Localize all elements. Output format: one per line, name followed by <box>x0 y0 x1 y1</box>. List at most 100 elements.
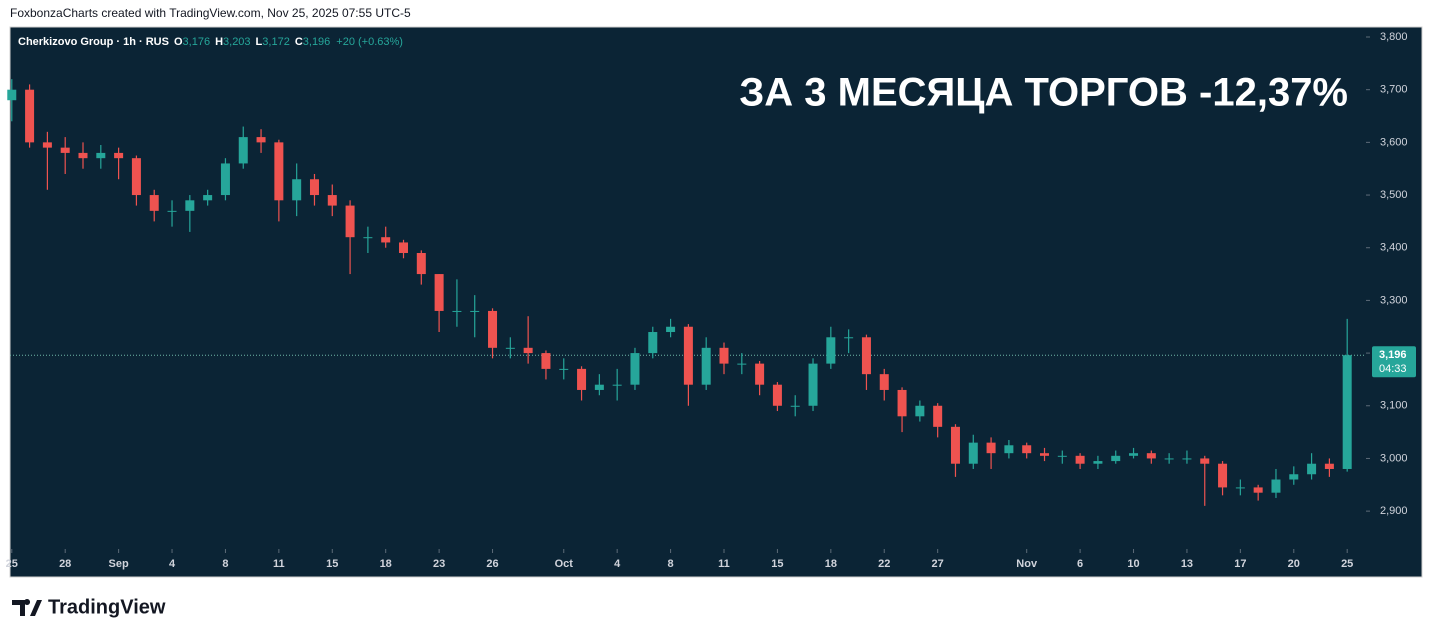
y-tick-label: 3,700 <box>1380 84 1408 96</box>
candle-body <box>25 89 35 143</box>
candle-body <box>968 442 978 464</box>
candle-body <box>666 326 676 333</box>
candle-body <box>131 158 141 196</box>
candle-body <box>434 274 444 311</box>
x-tick-label: Oct <box>555 558 574 570</box>
candle-body <box>933 405 943 427</box>
candle-body <box>203 195 213 201</box>
candle-body <box>1200 458 1210 464</box>
x-tick-label: 17 <box>1234 558 1246 570</box>
candle-body <box>683 326 693 385</box>
x-tick-label: 22 <box>878 558 890 570</box>
candle-body <box>737 363 747 365</box>
candle-body <box>1146 453 1156 459</box>
plot <box>7 79 1365 506</box>
legend-change: +20 (+0.63%) <box>336 36 403 48</box>
candle-body <box>861 337 871 375</box>
candle-body <box>399 242 409 253</box>
x-tick-label: 4 <box>614 558 621 570</box>
candle-body <box>149 195 159 211</box>
candle-body <box>1111 455 1121 462</box>
candle-body <box>915 405 925 417</box>
chart-panel <box>9 26 1423 578</box>
candle-body <box>452 310 462 312</box>
x-tick-label: 15 <box>326 558 338 570</box>
candle-body <box>808 363 818 406</box>
y-tick-label: 3,100 <box>1380 400 1408 412</box>
candle-body <box>1093 461 1103 464</box>
candle-body <box>1253 487 1263 493</box>
y-tick-label: 3,800 <box>1380 31 1408 43</box>
candle-body <box>755 363 765 385</box>
annotation: ЗА 3 МЕСЯЦА ТОРГОВ -12,37% <box>739 71 1348 115</box>
candle-body <box>559 368 569 370</box>
legend-key: H <box>215 36 223 48</box>
candle-body <box>790 405 800 407</box>
candle-body <box>719 347 729 364</box>
candle-body <box>1164 458 1174 460</box>
legend-value: 3,172 <box>262 36 290 48</box>
legend-text: Cherkizovo Group · 1h · RUS O3,176 H3,203 L… <box>18 36 403 48</box>
x-tick-label: 10 <box>1127 558 1139 570</box>
x-tick-label: 13 <box>1181 558 1193 570</box>
legend-key: C <box>295 36 303 48</box>
x-tick-label: 25 <box>1341 558 1353 570</box>
x-tick-label: 23 <box>433 558 445 570</box>
x-tick-label: 4 <box>169 558 176 570</box>
candle-body <box>1022 445 1032 454</box>
legend-key: O <box>174 36 183 48</box>
x-tick-label: 25 <box>6 558 18 570</box>
price-badge <box>1372 346 1416 378</box>
header: FoxbonzaCharts created with TradingView.… <box>10 6 411 20</box>
x-tick-label: 15 <box>771 558 783 570</box>
y-tick-label: 3,600 <box>1380 136 1408 148</box>
candle-body <box>60 147 70 153</box>
candle-body <box>648 332 658 354</box>
logo-text: TradingView <box>48 596 166 618</box>
candle-body <box>7 89 17 101</box>
x-tick-label: 28 <box>59 558 71 570</box>
candle-body <box>1271 479 1281 493</box>
candle-body <box>309 179 319 196</box>
candle-body <box>826 337 836 364</box>
candle-body <box>78 152 88 159</box>
candle-body <box>185 200 195 211</box>
candle-body <box>96 152 106 159</box>
x-tick-label: 20 <box>1288 558 1300 570</box>
candle-body <box>612 384 622 386</box>
candle-body <box>772 384 782 406</box>
candle-body <box>577 368 587 390</box>
candle-body <box>1324 463 1334 469</box>
y-tick-label: 3,500 <box>1380 189 1408 201</box>
candle-body <box>1040 453 1050 456</box>
candle-body <box>1235 487 1245 489</box>
candle-body <box>114 152 124 159</box>
candle-body <box>488 310 498 348</box>
candle-body <box>363 237 373 239</box>
x-tick-label: Nov <box>1016 558 1038 570</box>
candle-body <box>416 252 426 275</box>
candle-body <box>470 310 480 312</box>
legend: Cherkizovo Group · 1h · RUS O3,176 H3,203 L… <box>18 36 403 48</box>
y-tick-label: 3,300 <box>1380 294 1408 306</box>
x-tick-label: Sep <box>109 558 129 570</box>
candle-body <box>256 137 266 143</box>
x-tick-label: 18 <box>825 558 837 570</box>
candle-body <box>1182 458 1192 460</box>
candle-body <box>42 142 52 148</box>
y-tick-label: 2,900 <box>1380 505 1408 517</box>
candle-body <box>1218 463 1228 488</box>
candle-body <box>1129 453 1139 456</box>
candle-body <box>327 195 337 206</box>
candle-body <box>220 163 230 196</box>
x-tick-label: 18 <box>380 558 392 570</box>
candle-body <box>950 426 960 464</box>
price-badge-countdown: 04:33 <box>1379 363 1407 375</box>
candle-body <box>274 142 284 201</box>
legend-value: 3,176 <box>183 36 211 48</box>
x-tick-label: 8 <box>668 558 674 570</box>
candle-body <box>505 347 515 349</box>
x-tick-label: 11 <box>718 558 730 570</box>
legend-symbol: Cherkizovo Group · 1h · RUS <box>18 36 169 48</box>
